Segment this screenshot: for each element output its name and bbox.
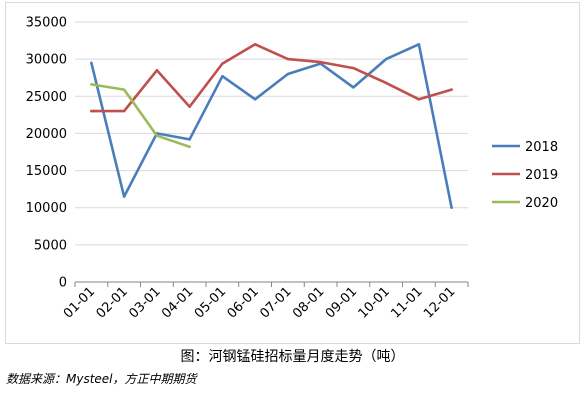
y-tick-label: 0 — [59, 276, 67, 291]
y-axis: 0 5000 10000 15000 20000 25000 30000 35000 — [26, 16, 67, 291]
chart-caption: 图：河钢锰硅招标量月度走势（吨） — [180, 349, 405, 365]
x-tick-label: 08-01 — [290, 284, 327, 321]
series-line-2019 — [90, 42, 453, 113]
data-point-2019 — [221, 62, 224, 65]
data-point-2019 — [188, 105, 191, 108]
y-tick-label: 35000 — [26, 16, 67, 31]
legend-label-2020: 2020 — [525, 196, 558, 211]
data-point-2018 — [90, 61, 93, 65]
data-point-2020 — [188, 145, 191, 148]
data-point-2019 — [417, 98, 421, 101]
data-point-2018 — [384, 57, 388, 61]
data-point-2018 — [253, 98, 257, 101]
legend: 2018 2019 2020 — [492, 140, 558, 211]
data-source-note: 数据来源：Mysteel，方正中期期货 — [6, 372, 197, 386]
x-tick-label: 10-01 — [356, 284, 393, 321]
series-line-2018 — [90, 42, 453, 209]
data-point-2019 — [155, 69, 159, 72]
data-point-2018 — [122, 195, 126, 198]
x-tick-label: 12-01 — [421, 284, 458, 321]
y-tick-label: 15000 — [26, 164, 67, 179]
data-point-2020 — [90, 83, 93, 86]
gridlines — [75, 21, 468, 283]
chart-frame: 0 5000 10000 15000 20000 25000 30000 35000 01-0… — [5, 2, 580, 344]
series-lines — [90, 42, 453, 209]
data-point-2019 — [122, 109, 126, 113]
y-tick-label: 30000 — [26, 53, 67, 68]
data-point-2020 — [122, 88, 126, 91]
data-point-2018 — [286, 72, 290, 76]
series-line-2020 — [90, 83, 191, 149]
data-point-2019 — [319, 60, 322, 64]
data-point-2018 — [188, 138, 191, 141]
legend-label-2018: 2018 — [525, 140, 558, 155]
x-tick-label: 11-01 — [388, 284, 425, 321]
data-point-2019 — [90, 109, 93, 113]
x-tick-label: 06-01 — [225, 284, 262, 321]
y-tick-label: 25000 — [26, 90, 67, 105]
y-tick-label: 20000 — [26, 127, 67, 142]
data-point-2018 — [221, 75, 224, 78]
x-tick-label: 09-01 — [323, 284, 360, 321]
x-axis: 01-0102-0103-0104-0105-0106-0107-0108-01… — [61, 282, 469, 322]
data-point-2019 — [450, 88, 453, 91]
data-point-2019 — [352, 66, 355, 70]
x-tick-label: 04-01 — [159, 284, 196, 321]
y-tick-label: 10000 — [26, 201, 67, 216]
line-chart: 0 5000 10000 15000 20000 25000 30000 35000 01-0… — [26, 16, 558, 322]
data-point-2019 — [384, 81, 388, 85]
y-tick-label: 5000 — [34, 238, 67, 253]
x-tick-label: 03-01 — [126, 284, 163, 321]
data-point-2018 — [450, 206, 453, 209]
x-tick-label: 02-01 — [94, 284, 131, 321]
data-point-2020 — [155, 134, 159, 137]
data-point-2019 — [286, 57, 290, 61]
data-point-2018 — [352, 86, 355, 89]
legend-label-2019: 2019 — [525, 168, 558, 183]
x-tick-label: 05-01 — [192, 284, 229, 321]
data-point-2019 — [253, 43, 257, 46]
x-tick-label: 07-01 — [257, 284, 294, 321]
data-point-2018 — [417, 43, 421, 46]
